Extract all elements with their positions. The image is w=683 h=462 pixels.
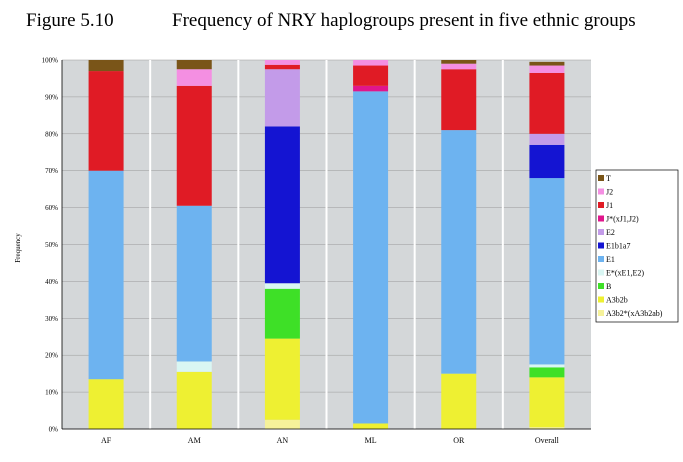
legend-box xyxy=(595,169,679,323)
bar-segment xyxy=(264,69,300,127)
x-category-label: ML xyxy=(365,436,377,445)
bar-segment xyxy=(529,364,565,368)
legend-swatch xyxy=(598,175,604,181)
x-category-label: OR xyxy=(453,436,465,445)
bar-segment xyxy=(441,69,477,131)
legend-swatch xyxy=(598,283,604,289)
bar-segment xyxy=(353,60,389,66)
bar-segment xyxy=(441,373,477,429)
bar-segment xyxy=(264,288,300,339)
legend: T J2 J1 J*(xJ1,J2) E2 E1b1a7 E1 E*(xE1,E2) B A3b2… xyxy=(595,169,679,323)
bar-segment xyxy=(176,361,212,372)
bar-segment xyxy=(529,72,565,134)
legend-label: T xyxy=(606,174,611,183)
bar-segment xyxy=(176,69,212,86)
bar-segment xyxy=(264,60,300,65)
x-category-label: AN xyxy=(277,436,289,445)
bar-segment xyxy=(353,91,389,424)
legend-label: E1 xyxy=(606,255,615,264)
legend-label: B xyxy=(606,282,611,291)
y-tick-label: 50% xyxy=(45,241,58,249)
x-category-label: AM xyxy=(188,436,201,445)
bar-segment xyxy=(529,178,565,365)
bar-segment xyxy=(529,367,565,378)
y-tick-label: 100% xyxy=(42,57,59,65)
legend-swatch xyxy=(598,256,604,262)
bar-segment xyxy=(441,60,477,64)
legend-label: J*(xJ1,J2) xyxy=(606,215,639,224)
bar-segment xyxy=(88,379,124,429)
grid-lines xyxy=(62,59,591,430)
y-tick-label: 90% xyxy=(45,93,58,101)
bar-segment xyxy=(264,338,300,420)
bar-segment xyxy=(529,377,565,428)
y-tick-labels: 0% 10% 20% 30% 40% 50% 60% 70% 80% 90% 100% xyxy=(42,57,59,434)
y-tick-label: 70% xyxy=(45,167,58,175)
bar-segment xyxy=(88,170,124,380)
y-tick-label: 40% xyxy=(45,278,58,286)
y-tick-label: 20% xyxy=(45,352,58,360)
y-tick-label: 0% xyxy=(49,426,59,434)
x-category-label: AF xyxy=(101,436,112,445)
legend-swatch xyxy=(598,229,604,235)
legend-label: A3b2b xyxy=(606,296,628,305)
bar-segment xyxy=(176,205,212,362)
legend-swatch xyxy=(598,296,604,303)
x-category-labels: AF AM AN ML OR Overall xyxy=(101,436,560,445)
bar-segment xyxy=(264,64,300,70)
bar-segment xyxy=(264,283,300,289)
bar-segment xyxy=(353,85,389,92)
bar-segment xyxy=(264,126,300,284)
y-tick-label: 10% xyxy=(45,389,58,397)
legend-label: A3b2*(xA3b2ab) xyxy=(606,309,663,318)
bar-segment xyxy=(88,60,124,72)
legend-swatch xyxy=(598,202,604,208)
legend-label: E*(xE1,E2) xyxy=(606,269,644,278)
legend-swatch xyxy=(598,215,604,222)
bar-segment xyxy=(529,427,565,429)
legend-swatch xyxy=(598,269,604,276)
legend-label: E2 xyxy=(606,228,615,237)
bar-segment xyxy=(176,60,212,70)
legend-swatch xyxy=(598,242,604,249)
legend-label: J1 xyxy=(606,201,613,210)
y-tick-label: 80% xyxy=(45,130,58,138)
bar-segment xyxy=(176,85,212,206)
y-axis-label: Frequency xyxy=(14,233,22,263)
bar-segment xyxy=(264,419,300,429)
bar-segment xyxy=(353,423,389,429)
bar-segment xyxy=(441,130,477,374)
legend-swatch xyxy=(598,310,604,316)
bar-segment xyxy=(353,65,389,86)
legend-swatch xyxy=(598,188,604,195)
bars xyxy=(88,60,565,429)
x-category-label: Overall xyxy=(535,436,560,445)
bar-segment xyxy=(529,133,565,145)
bar-segment xyxy=(529,65,565,73)
bar-segment xyxy=(529,61,565,66)
bar-segment xyxy=(529,144,565,179)
figure-label: Figure 5.10 xyxy=(26,10,114,31)
legend-label: J2 xyxy=(606,188,613,197)
legend-label: E1b1a7 xyxy=(606,242,630,251)
y-tick-label: 30% xyxy=(45,315,58,323)
figure-title: Frequency of NRY haplogroups present in … xyxy=(172,10,636,31)
bar-segment xyxy=(441,63,477,70)
y-tick-label: 60% xyxy=(45,204,58,212)
bar-segment xyxy=(176,371,212,429)
bar-segment xyxy=(88,71,124,171)
